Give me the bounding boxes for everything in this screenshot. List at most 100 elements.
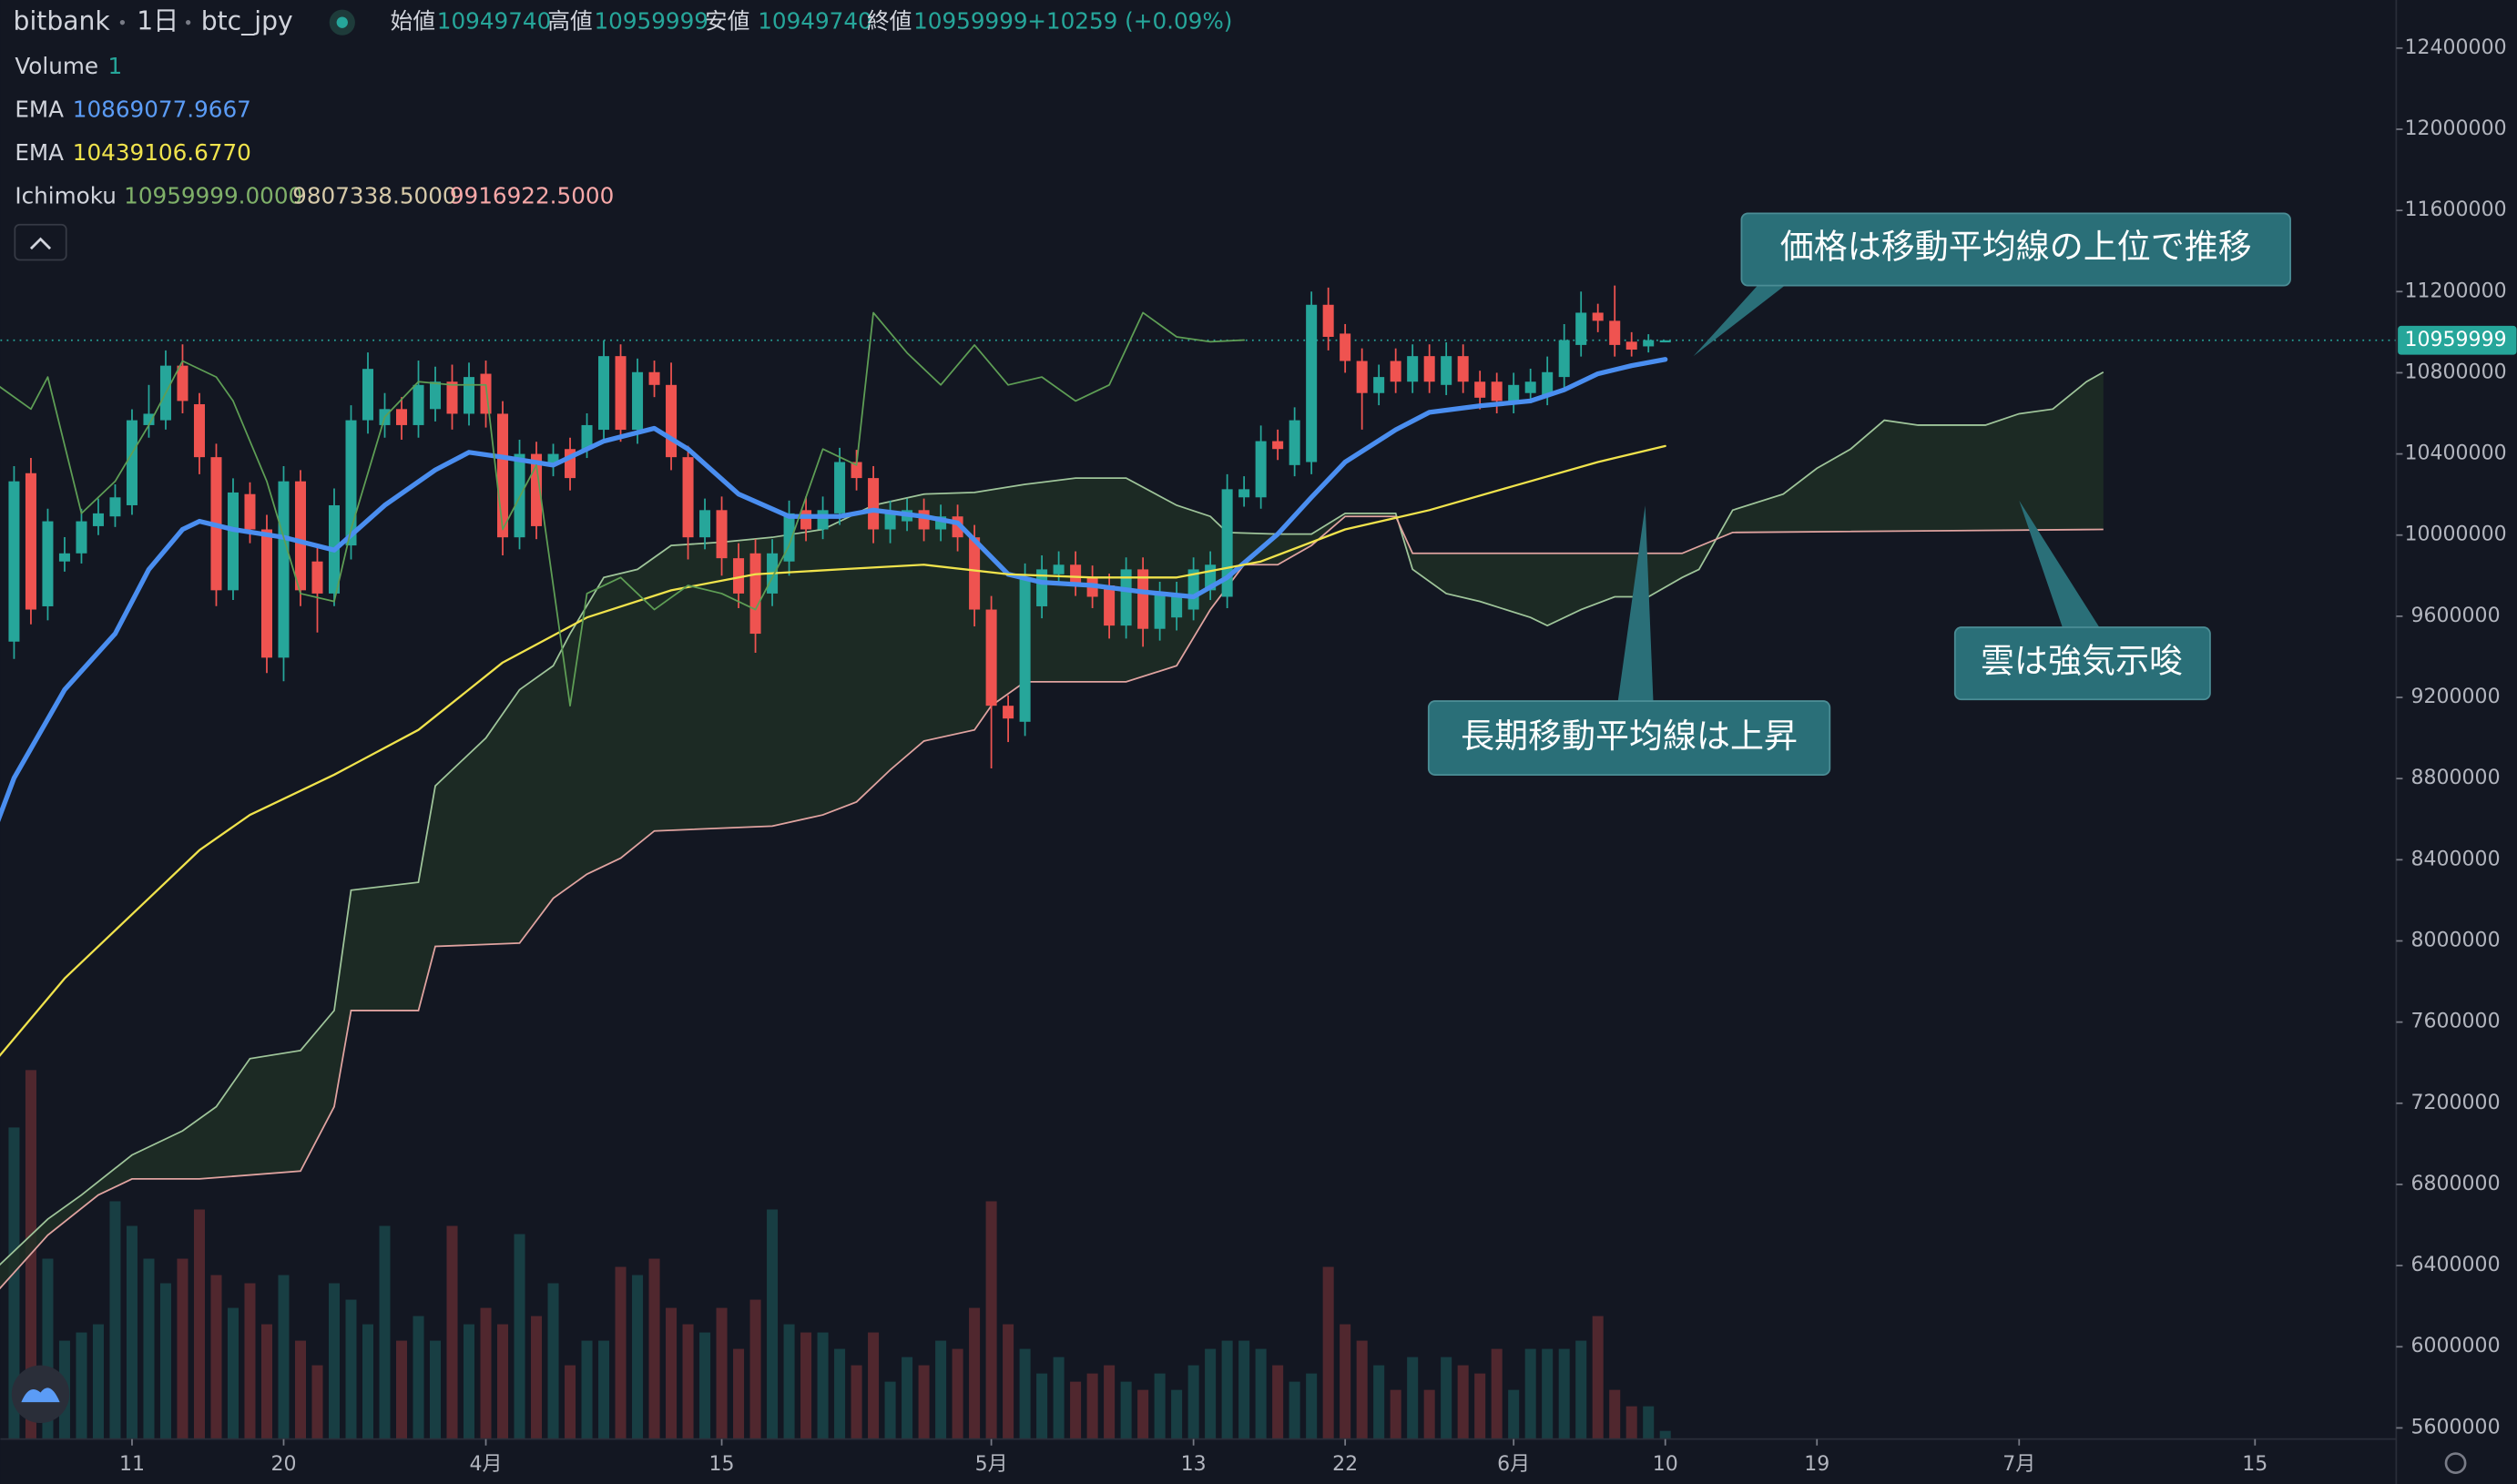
candle-body (851, 462, 862, 479)
volume-bar (817, 1332, 829, 1439)
candle-body (918, 510, 930, 530)
candle-body (1609, 320, 1621, 345)
volume-bar (1390, 1389, 1401, 1439)
y-tick-label: 12400000 (2405, 36, 2507, 59)
ichimoku-cloud (0, 371, 2104, 1288)
gear[interactable] (2444, 1452, 2467, 1474)
volume-bar (969, 1307, 981, 1439)
candle-body (1187, 569, 1199, 610)
indicator-value: 10959999.0000 (124, 183, 302, 209)
volume-bar (565, 1365, 576, 1439)
volume-bar (547, 1283, 559, 1439)
candle-body (581, 424, 593, 450)
candle-body (8, 481, 20, 642)
candle-body (749, 553, 761, 635)
volume-bar (210, 1275, 222, 1439)
candle-body (446, 381, 458, 414)
callout-tail (1693, 285, 1785, 357)
x-tick-label: 15 (709, 1453, 735, 1476)
indicator-line (0, 357, 1668, 823)
last-price-label: 10959999 (2405, 329, 2507, 351)
volume-bar (159, 1283, 171, 1439)
y-tick-label: 6400000 (2411, 1254, 2501, 1276)
volume-bar (1474, 1373, 1486, 1439)
annotation: 雲は強気示唆 (1981, 641, 2183, 680)
candle-body (395, 409, 408, 425)
candle-body (615, 356, 627, 431)
volume-bar (1659, 1430, 1671, 1439)
candle-body (1137, 569, 1149, 629)
volume-bar (362, 1324, 374, 1439)
volume-bar (446, 1225, 458, 1439)
candle-body (1441, 356, 1452, 385)
candle-body (817, 510, 829, 530)
y-tick-label: 9200000 (2411, 686, 2501, 708)
y-tick-label: 8800000 (2411, 767, 2501, 789)
volume-bar (395, 1340, 408, 1439)
volume-bar (800, 1332, 812, 1439)
volume-bar (1491, 1348, 1503, 1439)
volume-bar (749, 1299, 761, 1439)
collapse-button[interactable] (14, 223, 67, 261)
logo (11, 1365, 70, 1424)
volume-bar (902, 1357, 913, 1439)
candle-body (834, 462, 846, 513)
indicator-line (0, 444, 1666, 1057)
y-tick-label: 11200000 (2405, 280, 2507, 302)
volume-bar (1289, 1381, 1300, 1439)
x-tick-label: 15 (2242, 1453, 2267, 1476)
candle-body (716, 510, 728, 559)
y-tick-label: 6000000 (2411, 1335, 2501, 1357)
volume-bar (1053, 1357, 1065, 1439)
candle-body (969, 537, 981, 610)
settings-icon[interactable] (2444, 1452, 2467, 1474)
y-tick-label: 8000000 (2411, 929, 2501, 951)
candle-body (311, 561, 323, 594)
y-tick-label: 11600000 (2405, 198, 2507, 221)
x-tick-label: 7月 (2002, 1453, 2035, 1476)
y-tick-label: 6800000 (2411, 1173, 2501, 1195)
ohlc-value: 10949740 (437, 8, 552, 35)
volume-bar (143, 1258, 155, 1439)
volume-bar (1171, 1389, 1183, 1439)
candle-body (1524, 381, 1536, 393)
candle-body (1625, 341, 1637, 351)
volume-bar (1154, 1373, 1166, 1439)
volume-bar (699, 1332, 711, 1439)
ichimoku-span (0, 515, 2104, 1290)
volume-bar (868, 1332, 880, 1439)
volume-bar (92, 1324, 104, 1439)
y-tick-label: 12000000 (2405, 117, 2507, 140)
volume-bar (1104, 1365, 1116, 1439)
volume-bar (1137, 1389, 1149, 1439)
x-tick-label: 19 (1804, 1453, 1829, 1476)
volume-bar (345, 1299, 357, 1439)
indicator-name: EMA (15, 139, 64, 166)
candle-body (143, 413, 155, 425)
volume-bar (834, 1348, 846, 1439)
candle-body (1171, 593, 1183, 618)
change: +10259 (+0.09%) (1027, 8, 1232, 35)
candle-body (1036, 569, 1048, 606)
candle-body (1272, 441, 1284, 450)
volume-bar (531, 1316, 543, 1439)
x-tick-label: 11 (119, 1453, 145, 1476)
separator (185, 20, 191, 25)
candle-body (1070, 564, 1082, 586)
candle-body (1053, 564, 1065, 574)
interval: 1日 (137, 6, 178, 36)
candle-body (294, 481, 307, 591)
volume-bar (464, 1324, 475, 1439)
volume-bar (598, 1340, 610, 1439)
candle-body (25, 473, 36, 610)
candle-body (1340, 333, 1351, 361)
indicator-value: 9916922.5000 (450, 183, 614, 209)
candle-body (1474, 381, 1486, 398)
volume-bar (1238, 1340, 1250, 1439)
volume-bar (1036, 1373, 1048, 1439)
indicator-name: EMA (15, 97, 64, 123)
volume-bar (413, 1316, 424, 1439)
header: bitbank 1日 btc_jpy 始値 10949740 高値 109599… (14, 6, 1233, 36)
candle-body (800, 510, 812, 530)
candle-body (193, 403, 205, 458)
